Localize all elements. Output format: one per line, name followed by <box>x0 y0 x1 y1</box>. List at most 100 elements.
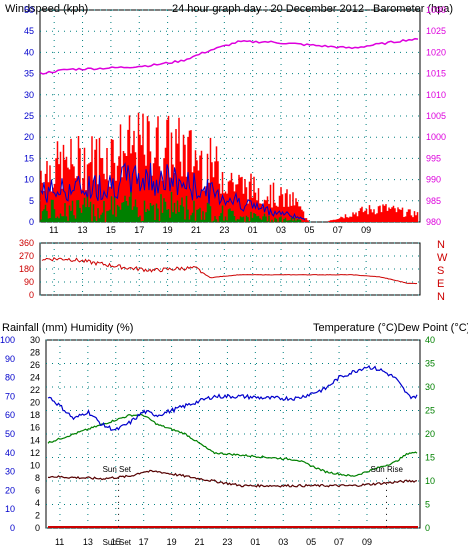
barometer-series <box>39 37 419 75</box>
rainfall-tick-label: 2 <box>35 510 40 520</box>
windspeed-tick-label: 30 <box>24 90 34 100</box>
temperature-tick-label: 20 <box>425 429 435 439</box>
x-tick-label: 09 <box>362 537 372 547</box>
wind-gust-series <box>40 112 419 222</box>
temperature-tick-label: 30 <box>425 382 435 392</box>
temperature-tick-label: 10 <box>425 476 435 486</box>
windspeed-tick-label: 10 <box>24 175 34 185</box>
rainfall-tick-label: 18 <box>30 410 40 420</box>
x-tick-label: 11 <box>55 537 64 547</box>
windspeed-tick-label: 20 <box>24 132 34 142</box>
x-tick-label: 13 <box>83 537 93 547</box>
rain-humidity-header: Rainfall (mm) Humidity (%) <box>2 322 133 334</box>
x-tick-label: 23 <box>219 225 229 235</box>
windspeed-axis-label: Windspeed (kph) <box>5 3 88 15</box>
wind-speed-series <box>40 162 306 221</box>
humidity-tick-label: 60 <box>5 410 15 420</box>
rainfall-tick-label: 6 <box>35 485 40 495</box>
barometer-tick-label: 1010 <box>426 90 446 100</box>
barometer-tick-label: 985 <box>426 196 441 206</box>
x-tick-label: 19 <box>167 537 177 547</box>
rainfall-tick-label: 10 <box>30 460 40 470</box>
barometer-tick-label: 995 <box>426 153 441 163</box>
x-tick-label: 13 <box>78 225 88 235</box>
direction-tick-label: 270 <box>19 251 34 261</box>
compass-label: E <box>437 278 444 290</box>
rainfall-tick-label: 8 <box>35 473 40 483</box>
x-tick-label: 21 <box>191 225 201 235</box>
rainfall-tick-label: 30 <box>30 335 40 345</box>
direction-tick-label: 0 <box>29 290 34 300</box>
x-tick-label: 05 <box>306 537 316 547</box>
temperature-tick-label: 5 <box>425 500 430 510</box>
sunset-axis-marker: Sun Set <box>103 538 132 547</box>
compass-label: N <box>437 291 445 303</box>
panel-frame-direction <box>39 242 421 296</box>
compass-label: W <box>437 252 448 264</box>
barometer-tick-label: 1000 <box>426 132 446 142</box>
barometer-tick-label: 1030 <box>426 5 446 15</box>
windspeed-tick-label: 50 <box>24 5 34 15</box>
rainfall-tick-label: 28 <box>30 348 40 358</box>
windspeed-tick-label: 0 <box>29 217 34 227</box>
humidity-tick-label: 40 <box>5 448 15 458</box>
humidity-tick-label: 50 <box>5 429 15 439</box>
sunrise-marker: Sun Rise <box>371 465 404 474</box>
x-tick-label: 17 <box>139 537 149 547</box>
dewpoint-series <box>47 469 418 488</box>
humidity-tick-label: 10 <box>5 504 15 514</box>
windspeed-tick-label: 35 <box>24 69 34 79</box>
direction-tick-label: 90 <box>24 277 34 287</box>
humidity-tick-label: 90 <box>5 354 15 364</box>
windspeed-tick-label: 15 <box>24 153 34 163</box>
barometer-tick-label: 1025 <box>426 26 446 36</box>
x-tick-label: 11 <box>49 225 58 235</box>
humidity-tick-label: 80 <box>5 373 15 383</box>
rainfall-tick-label: 14 <box>30 435 40 445</box>
x-tick-label: 19 <box>163 225 173 235</box>
temperature-tick-label: 40 <box>425 335 435 345</box>
humidity-tick-label: 100 <box>0 335 15 345</box>
x-tick-label: 03 <box>278 537 288 547</box>
x-tick-label: 17 <box>134 225 144 235</box>
x-tick-label: 23 <box>222 537 232 547</box>
graph-title: 24 hour graph day : 20 December 2012 <box>172 3 364 15</box>
x-tick-label: 01 <box>248 225 258 235</box>
temperature-tick-label: 35 <box>425 359 435 369</box>
x-tick-label: 05 <box>304 225 314 235</box>
barometer-axis-label: Barometer (hpa) <box>373 3 453 15</box>
compass-label: N <box>437 239 445 251</box>
rainfall-tick-label: 0 <box>35 523 40 533</box>
humidity-series <box>47 365 418 432</box>
x-tick-label: 07 <box>334 537 344 547</box>
barometer-tick-label: 990 <box>426 175 441 185</box>
humidity-tick-label: 30 <box>5 467 15 477</box>
rainfall-tick-label: 22 <box>30 385 40 395</box>
barometer-tick-label: 980 <box>426 217 441 227</box>
x-tick-label: 15 <box>106 225 116 235</box>
rainfall-tick-label: 24 <box>30 373 40 383</box>
compass-label: S <box>437 265 444 277</box>
x-tick-label: 03 <box>276 225 286 235</box>
rainfall-tick-label: 4 <box>35 498 40 508</box>
direction-tick-label: 360 <box>19 238 34 248</box>
direction-tick-label: 180 <box>19 264 34 274</box>
barometer-tick-label: 1015 <box>426 69 446 79</box>
rainfall-tick-label: 20 <box>30 398 40 408</box>
windspeed-tick-label: 25 <box>24 111 34 121</box>
temperature-tick-label: 15 <box>425 453 435 463</box>
barometer-tick-label: 1020 <box>426 47 446 57</box>
humidity-tick-label: 20 <box>5 485 15 495</box>
humidity-tick-label: 70 <box>5 391 15 401</box>
x-tick-label: 01 <box>250 537 260 547</box>
windspeed-tick-label: 45 <box>24 26 34 36</box>
rainfall-tick-label: 12 <box>30 448 40 458</box>
windspeed-tick-label: 5 <box>29 196 34 206</box>
humidity-tick-label: 0 <box>10 523 15 533</box>
wind-direction-series <box>41 257 418 285</box>
x-tick-label: 15 <box>111 537 121 547</box>
temperature-series <box>47 413 418 477</box>
wind-average-series <box>40 191 303 222</box>
